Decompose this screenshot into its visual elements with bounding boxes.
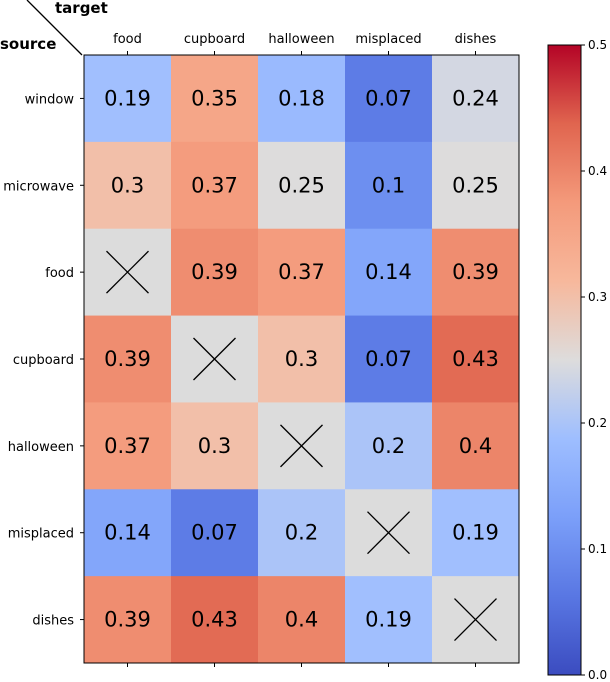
heatmap-cells: 0.19 0.35 0.18 0.07 0.24 0.3 0.37 0.25 0.1 0.25 0.… [84, 55, 520, 664]
heatmap-cell [171, 55, 259, 143]
heatmap-cell [171, 576, 259, 664]
cell-value-label: 0.2 [372, 434, 405, 458]
cell-value-label: 0.19 [104, 86, 151, 110]
colorbar-tick-label: 0.5 [588, 38, 607, 52]
row-label: dishes [32, 614, 74, 629]
masked-cell-x-icon [367, 511, 410, 555]
column-label: dishes [455, 32, 497, 47]
cell-value-label: 0.3 [285, 347, 318, 371]
cell-value-label: 0.3 [198, 434, 231, 458]
colorbar-tick-label: 0.4 [588, 164, 607, 178]
row-label: microwave [3, 179, 74, 194]
colorbar-tick-label: 0.3 [588, 290, 607, 304]
heatmap-cell [345, 228, 433, 317]
column-label: cupboard [184, 32, 245, 47]
heatmap-cell [171, 489, 259, 577]
heatmap-cell [171, 228, 259, 317]
heatmap-cell [345, 55, 433, 143]
cell-value-label: 0.14 [104, 521, 151, 545]
heatmap-cell [432, 228, 520, 317]
column-label: misplaced [355, 32, 421, 47]
cell-value-label: 0.4 [459, 434, 492, 458]
heatmap-cell [258, 55, 346, 143]
cell-value-label: 0.43 [191, 608, 238, 632]
heatmap-cell [258, 315, 346, 403]
heatmap-cell [84, 576, 172, 664]
cell-value-label: 0.19 [365, 608, 412, 632]
colorbar-ticks: 0.0 0.1 0.2 0.3 0.4 0.5 [581, 38, 607, 682]
cell-value-label: 0.3 [111, 173, 144, 197]
masked-cell-x-icon [193, 337, 236, 381]
col-axis-title: target [55, 0, 108, 17]
heatmap-cell [432, 55, 520, 143]
cell-value-label: 0.39 [104, 608, 151, 632]
heatmap-cell [84, 315, 172, 403]
colorbar-tick-label: 0.1 [588, 542, 607, 556]
column-label: food [113, 32, 142, 47]
heatmap-cell [171, 402, 259, 490]
heatmap-cell [345, 576, 433, 664]
cell-value-label: 0.37 [104, 434, 151, 458]
cell-value-label: 0.37 [191, 173, 238, 197]
cell-value-label: 0.14 [365, 260, 412, 284]
masked-cell-x-icon [280, 424, 323, 468]
heatmap-cell [432, 489, 520, 577]
heatmap-cell [345, 315, 433, 403]
cell-value-label: 0.24 [452, 86, 499, 110]
heatmap-cell [345, 402, 433, 490]
heatmap-cell [432, 315, 520, 403]
cell-value-label: 0.2 [285, 521, 318, 545]
row-label: misplaced [8, 527, 74, 542]
cell-value-label: 0.39 [104, 347, 151, 371]
cell-value-label: 0.39 [191, 260, 238, 284]
heatmap-cell [345, 141, 433, 230]
heatmap-cell [171, 141, 259, 230]
colorbar-tick-label: 0.2 [588, 416, 607, 430]
masked-cell-x-icon [106, 250, 149, 294]
cell-value-label: 0.43 [452, 347, 499, 371]
cell-value-label: 0.25 [452, 173, 499, 197]
row-axis-title: source [0, 35, 56, 53]
column-tick-labels: food cupboard halloween misplaced dishes [113, 32, 497, 667]
row-label: window [25, 92, 75, 107]
corner-diagonal-line [26, 0, 83, 56]
cell-value-label: 0.07 [365, 347, 412, 371]
row-tick-labels: window microwave food cupboard halloween misp… [3, 92, 84, 629]
heatmap-cell [84, 141, 172, 230]
heatmap-cell [258, 141, 346, 230]
cell-value-label: 0.07 [365, 86, 412, 110]
heatmap-cell [432, 402, 520, 490]
cell-value-label: 0.18 [278, 86, 325, 110]
heatmap-cell [258, 576, 346, 664]
row-label: cupboard [13, 353, 74, 368]
cell-value-label: 0.19 [452, 521, 499, 545]
cell-value-label: 0.07 [191, 521, 238, 545]
heatmap-cell [84, 489, 172, 577]
heatmap-frame [83, 54, 520, 664]
colorbar-tick-label: 0.0 [588, 668, 607, 682]
cell-value-label: 0.39 [452, 260, 499, 284]
heatmap-cell [258, 489, 346, 577]
masked-cell-x-icon [454, 598, 497, 642]
column-label: halloween [268, 32, 334, 47]
heatmap-cell [432, 141, 520, 230]
cell-value-label: 0.1 [372, 173, 405, 197]
cell-value-label: 0.35 [191, 86, 238, 110]
row-label: food [45, 266, 74, 281]
heatmap-cell [84, 55, 172, 143]
cell-value-label: 0.4 [285, 608, 318, 632]
colorbar [547, 44, 582, 676]
heatmap-cell [258, 228, 346, 317]
cell-value-label: 0.25 [278, 173, 325, 197]
cell-value-label: 0.37 [278, 260, 325, 284]
heatmap-cell [84, 402, 172, 490]
row-label: halloween [8, 440, 74, 455]
